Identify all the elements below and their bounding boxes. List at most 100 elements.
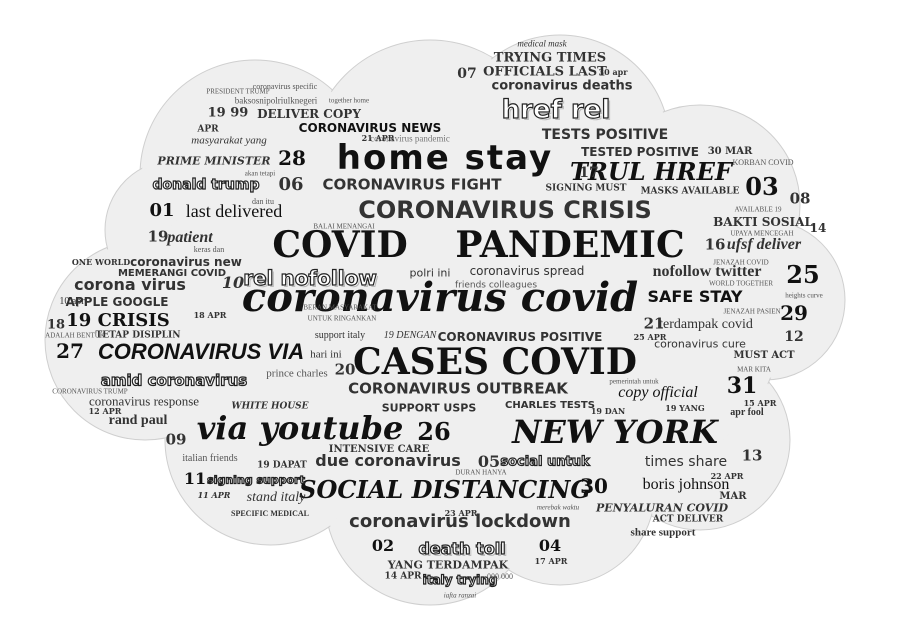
word: nofollow twitter (652, 263, 762, 280)
word: CORONAVIRUS NEWS (298, 121, 442, 135)
word: UPAYA MENCEGAH (730, 229, 794, 238)
word: 05 (477, 452, 501, 471)
word: 26 (417, 417, 451, 446)
word: 01 (149, 200, 175, 221)
word: 17 APR (534, 556, 568, 566)
word: SUPPORT USPS (381, 401, 477, 415)
word: 13 (741, 446, 763, 465)
word: boris johnson (642, 476, 730, 493)
word: NEW YORK (512, 413, 718, 451)
word: 06 (278, 174, 304, 195)
word: KORBAN COVID (732, 158, 794, 167)
word: 18 (46, 317, 66, 333)
word: 19 DAN (590, 406, 626, 416)
word: 30 MAR (707, 146, 753, 157)
word: WORLD TOGETHER (708, 279, 774, 288)
word: share support (630, 526, 696, 539)
word: 11 (183, 469, 207, 488)
word: 19 DAPAT (257, 460, 307, 471)
word: DELIVER COPY (257, 107, 361, 121)
word: SAFE STAY (647, 287, 743, 306)
word: WHITE HOUSE (231, 401, 309, 412)
word: 27 (56, 339, 84, 363)
word: PANDEMIC (455, 224, 685, 266)
word: UNTUK RINGANKAN (307, 314, 377, 323)
word: stand italy (246, 490, 306, 505)
word: ufsf deliver (726, 236, 802, 253)
word: amid coronavirus (100, 371, 248, 390)
word: iafta ranzai (443, 591, 477, 600)
word: medical mask (517, 38, 567, 49)
word: INTENSIVE CARE (328, 444, 430, 455)
word: CORONAVIRUS TRUMP (52, 387, 128, 396)
word: patient (167, 229, 213, 246)
word: friends colleagues (454, 280, 538, 291)
word: keras dan (193, 245, 225, 254)
word: JENAZAH COVID (713, 258, 769, 267)
word: 12 APR (88, 406, 122, 416)
word: 20 (334, 360, 356, 379)
word: OFFICIALS LAST (483, 64, 607, 80)
word: TETAP DISIPLIN (95, 330, 181, 341)
word: support italy (314, 330, 366, 341)
word: MEMERANGI COVID (117, 268, 227, 279)
word: 22 APR (710, 471, 744, 481)
word: PENYALURAN COVID (595, 501, 729, 515)
word: 15 APR (743, 398, 777, 408)
word: 25 (786, 260, 820, 289)
word: 17 (579, 165, 599, 181)
word: JENAZAH PASIEN (723, 307, 781, 316)
word: CORONAVIRUS FIGHT (322, 175, 502, 194)
word: 29 (780, 301, 808, 325)
word: coronavirus cure (654, 337, 746, 351)
word: masyarakat yang (191, 134, 267, 147)
word: SOCIAL DISTANCING (299, 475, 591, 504)
word: merebak waktu (536, 503, 580, 512)
word: dan itu (252, 197, 274, 206)
word: social untuk (500, 454, 590, 470)
word: COVID (272, 224, 408, 266)
word: APR (197, 124, 219, 135)
word: TRUL HREF (570, 157, 732, 186)
word: 03 (745, 172, 779, 201)
word: CORONAVIRUS OUTBREAK (348, 379, 568, 398)
word: MAR KITA (737, 365, 771, 374)
word: coronavirus pandemic (370, 133, 450, 144)
word: CORONAVIRUS VIA (97, 339, 305, 364)
word: 18 APR (193, 310, 227, 320)
word: coronavirus new (130, 255, 242, 269)
word: 07 (457, 66, 477, 82)
word: PRIME MINISTER (157, 154, 271, 168)
word: 11 APR (197, 490, 231, 500)
word: italian friends (182, 453, 238, 464)
word: 10 (221, 273, 245, 292)
word: 19 YANG (665, 403, 705, 413)
word: 14 (809, 221, 827, 235)
word: 16 (704, 235, 726, 254)
word: coronavirus spread (469, 264, 585, 278)
word: 31 (726, 373, 758, 399)
word: coronavirus lockdown (349, 511, 571, 532)
word: coronavirus response (88, 393, 200, 409)
word: terdampak covid (659, 317, 753, 332)
word: MUST ACT (733, 350, 795, 361)
word: ADALAH BENTUK (45, 331, 105, 340)
word: TESTS POSITIVE (541, 127, 669, 143)
word: coronavirus covid (241, 274, 639, 321)
word: 28 (278, 146, 306, 170)
word: baksosnipolriulknegeri (234, 95, 318, 106)
word: TESTED POSITIVE (581, 145, 699, 159)
word: signing support (207, 473, 306, 487)
word: times share (644, 454, 728, 470)
word: href rel (501, 95, 611, 125)
word: 30 apr (598, 67, 628, 77)
word: home stay (336, 138, 554, 178)
word: polri ini (409, 266, 451, 280)
word: 12 (784, 329, 804, 345)
word: akan tetapi (244, 169, 276, 178)
word: 23 APR (444, 508, 478, 518)
word: SIGNING MUST (545, 183, 627, 194)
word: donald trump (152, 177, 260, 193)
word: 000 000 (487, 572, 513, 581)
